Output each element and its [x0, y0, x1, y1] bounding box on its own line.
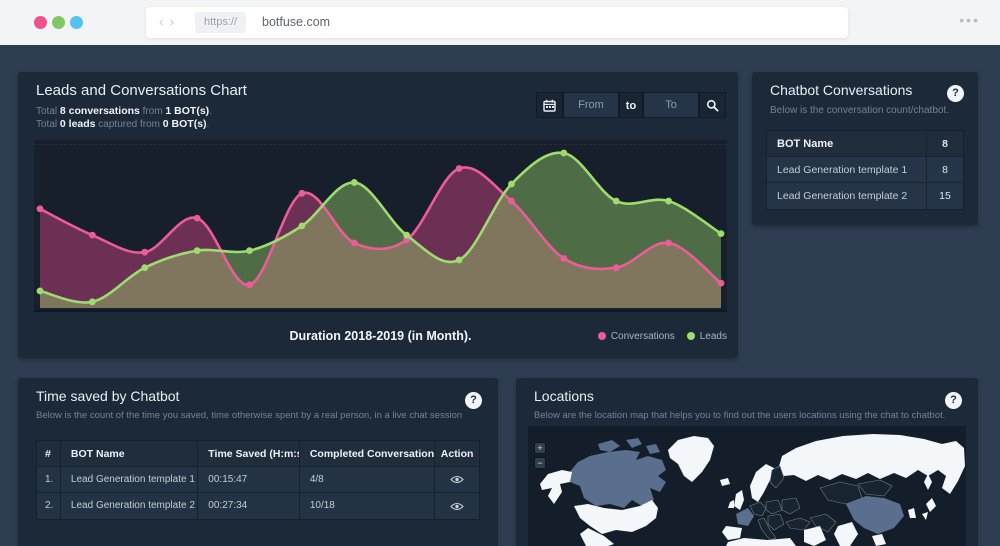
conversations-panel-subtitle: Below is the conversation count/chatbot.: [770, 105, 949, 116]
locations-title: Locations: [534, 388, 594, 404]
date-to-label: to: [619, 92, 643, 118]
table-row[interactable]: 1. Lead Generation template 1 00:15:47 4…: [37, 467, 479, 493]
view-action-button[interactable]: [435, 493, 479, 519]
map-landmass-korea[interactable]: [908, 508, 916, 518]
browser-menu-icon[interactable]: •••: [959, 12, 980, 28]
zoom-in-button[interactable]: +: [534, 442, 546, 454]
date-from-input[interactable]: [563, 92, 619, 118]
time-saved-subtitle: Below is the count of the time you saved…: [36, 410, 463, 421]
map-landmass-arabia[interactable]: [804, 526, 826, 546]
window-minimize-icon[interactable]: [52, 16, 65, 29]
conversations-legend-dot-icon: [597, 332, 606, 340]
map-landmass-sakhalin[interactable]: [924, 474, 932, 490]
leads-conversations-chart[interactable]: [34, 140, 727, 312]
chart-svg: [36, 149, 725, 308]
table-row[interactable]: Lead Generation template 2 15: [767, 183, 963, 209]
calendar-icon-button[interactable]: [536, 92, 563, 118]
date-to-input[interactable]: [643, 92, 699, 118]
map-landmass-poland[interactable]: [765, 499, 783, 515]
eye-icon: [450, 475, 464, 484]
chatbot-conversations-panel: Chatbot Conversations ? Below is the con…: [752, 72, 978, 225]
chart-footer: Duration 2018-2019 (in Month). Conversat…: [34, 326, 728, 346]
search-icon: [706, 99, 719, 112]
map-landmass-scandinavia[interactable]: [750, 464, 774, 502]
chart-top-gridline: [34, 144, 727, 145]
map-landmass-ukraine[interactable]: [781, 497, 801, 515]
map-landmass-india[interactable]: [834, 522, 858, 546]
time-saved-table: # BOT Name Time Saved (H:m:s) Completed …: [36, 440, 480, 520]
help-icon[interactable]: ?: [947, 85, 964, 102]
world-map-svg: [540, 434, 965, 546]
window-close-icon[interactable]: [34, 16, 47, 29]
window-maximize-icon[interactable]: [70, 16, 83, 29]
chart-legend: Conversations Leads: [597, 326, 727, 346]
date-range-filter: to: [536, 92, 726, 118]
conversations-summary: Total 8 conversations from 1 BOT(s).: [36, 105, 212, 117]
map-landmass-finland[interactable]: [769, 465, 785, 489]
legend-item-conversations[interactable]: Conversations: [597, 331, 675, 342]
map-landmass-russia[interactable]: [778, 434, 965, 494]
map-zoom-controls: + −: [534, 442, 546, 469]
map-landmass-turkey[interactable]: [785, 517, 811, 531]
map-landmass-iran[interactable]: [809, 513, 837, 533]
locations-panel: Locations ? Below are the location map t…: [516, 378, 978, 546]
address-bar[interactable]: ‹› https:// botfuse.com: [146, 7, 848, 38]
chart-caption: Duration 2018-2019 (in Month).: [289, 329, 472, 343]
legend-item-leads[interactable]: Leads: [686, 331, 727, 342]
map-landmass-mexico[interactable]: [580, 528, 614, 546]
map-landmass-canada-islands[interactable]: [598, 438, 660, 454]
map-landmass-iberia[interactable]: [722, 526, 742, 540]
map-landmass-uk[interactable]: [734, 490, 744, 510]
help-icon[interactable]: ?: [945, 392, 962, 409]
back-forward-icons[interactable]: ‹›: [159, 13, 181, 29]
search-button[interactable]: [699, 92, 726, 118]
map-landmass-central-europe[interactable]: [749, 501, 767, 517]
map-landmass-france[interactable]: [736, 508, 754, 526]
map-landmass-se-asia[interactable]: [872, 534, 886, 546]
map-landmass-ireland[interactable]: [728, 500, 734, 508]
locations-subtitle: Below are the location map that helps yo…: [534, 410, 946, 421]
time-saved-panel: Time saved by Chatbot ? Below is the cou…: [18, 378, 498, 546]
eye-icon: [450, 502, 464, 510]
map-landmass-japan[interactable]: [922, 498, 936, 520]
table-row[interactable]: Lead Generation template 1 8: [767, 157, 963, 183]
url-scheme-badge: https://: [195, 12, 247, 33]
leads-legend-dot-icon: [686, 332, 695, 340]
conversations-panel-title: Chatbot Conversations: [770, 82, 913, 98]
map-landmass-usa[interactable]: [574, 500, 658, 534]
map-landmass-italy[interactable]: [757, 517, 777, 541]
calendar-icon: [543, 99, 556, 112]
map-landmass-iceland[interactable]: [720, 478, 730, 486]
conversations-table-header: BOT Name 8: [767, 131, 963, 157]
map-landmass-canada[interactable]: [568, 450, 666, 508]
chart-panel-title: Leads and Conversations Chart: [36, 82, 247, 99]
map-landmass-mongolia[interactable]: [857, 479, 893, 497]
map-landmass-balkans[interactable]: [767, 513, 785, 531]
map-landmass-china[interactable]: [846, 496, 904, 534]
browser-chrome: ‹› https:// botfuse.com •••: [0, 0, 1000, 45]
conversations-table: BOT Name 8 Lead Generation template 1 8 …: [766, 130, 964, 210]
map-landmass-alaska[interactable]: [540, 470, 572, 504]
world-map[interactable]: + −: [528, 426, 966, 546]
time-saved-table-header: # BOT Name Time Saved (H:m:s) Completed …: [37, 441, 479, 467]
map-landmass-north-africa[interactable]: [726, 538, 796, 546]
leads-summary: Total 0 leads captured from 0 BOT(s).: [36, 118, 210, 130]
zoom-out-button[interactable]: −: [534, 457, 546, 469]
map-landmass-greenland[interactable]: [668, 436, 714, 482]
leads-conversations-panel: Leads and Conversations Chart Total 8 co…: [18, 72, 738, 358]
time-saved-title: Time saved by Chatbot: [36, 388, 180, 404]
url-text[interactable]: botfuse.com: [262, 15, 331, 29]
table-row[interactable]: 2. Lead Generation template 2 00:27:34 1…: [37, 493, 479, 519]
view-action-button[interactable]: [435, 467, 479, 492]
help-icon[interactable]: ?: [465, 392, 482, 409]
